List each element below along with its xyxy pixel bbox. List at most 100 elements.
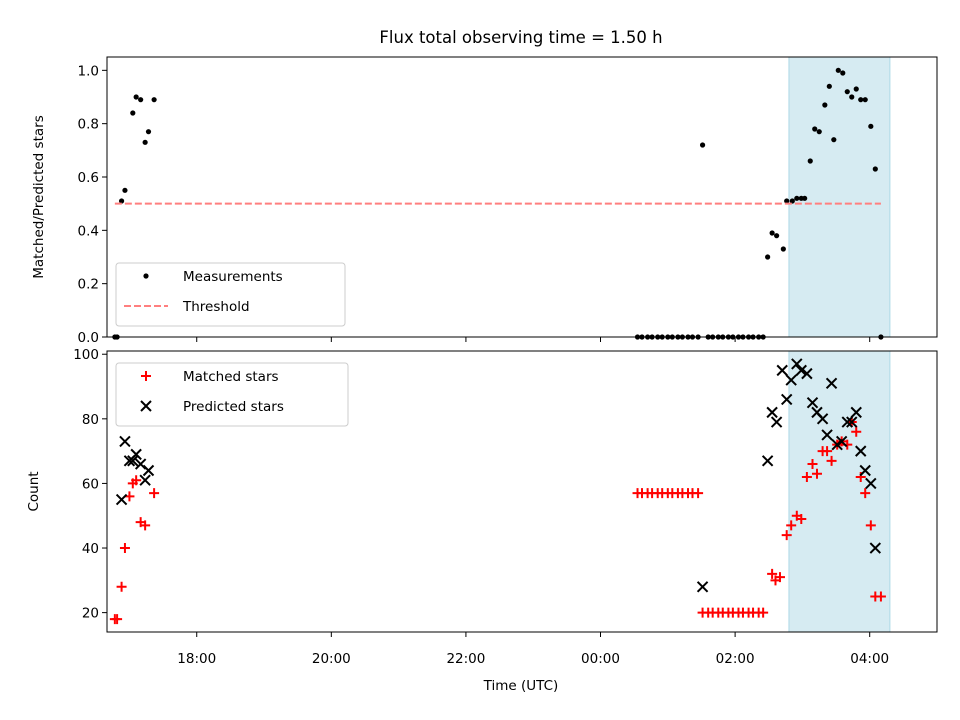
matched-stars-point [860,488,871,499]
measurement-point [133,94,139,100]
matched-stars-point [758,607,769,618]
predicted-stars-point [806,396,819,409]
measurement-point [765,254,771,260]
measurement-point [130,110,136,116]
x-tick-label: 02:00 [716,651,755,667]
matched-stars-point [865,520,876,531]
legend-measurements-marker [143,273,149,279]
predicted-stars-point [801,367,813,380]
top-y-tick-label: 0.2 [78,277,99,293]
predicted-stars-point [795,364,807,377]
measurement-point [122,187,128,193]
matched-stars-point [112,614,123,625]
predicted-stars-point [869,542,882,554]
predicted-stars-point [127,455,139,467]
matched-stars-point [131,475,142,486]
measurement-point [835,67,841,73]
predicted-stars-point [142,464,155,477]
top-y-tick-label: 0.4 [78,223,99,239]
predicted-stars-point [761,455,774,467]
measurement-point [774,233,780,239]
top-y-tick-label: 0.8 [78,117,99,133]
matched-stars-point [811,468,822,479]
predicted-stars-point [780,393,793,406]
top-y-tick-label: 1.0 [78,63,99,79]
top-y-tick-label: 0.0 [78,330,99,346]
legend-predicted-marker [140,400,152,412]
bottom-y-tick-label: 40 [82,541,99,557]
matched-stars-point [801,471,812,482]
measurement-point [844,89,850,95]
x-tick-label: 00:00 [581,651,620,667]
x-axis: 18:00 20:00 22:00 00:00 02:00 04:00 [177,651,889,667]
measurement-point [807,158,813,164]
measurement-point [118,198,125,204]
measurement-point [849,94,855,100]
matched-stars-point [851,426,862,437]
matched-stars-point [796,513,807,524]
matched-stars-point [822,446,833,457]
measurement-point [142,139,148,145]
measurement-point [816,129,822,135]
measurement-point [802,195,808,201]
measurement-point [138,97,144,103]
predicted-stars-point [776,364,788,377]
measurement-point [862,97,868,103]
legend-label: Threshold [182,299,250,315]
matched-stars-point [826,455,837,466]
measurement-point [853,86,859,92]
predicted-stars-point [115,493,128,506]
predicted-stars-point [865,477,877,490]
bottom-y-tick-label: 100 [73,347,99,363]
x-tick-label: 22:00 [446,651,485,667]
measurement-point [145,129,152,135]
predicted-stars-point [825,377,838,390]
top-panel: 0.0 0.2 0.4 0.6 0.8 1.0 Matched/Predicted star… [31,56,938,346]
measurement-point [812,126,818,132]
matched-stars-point [875,591,886,602]
measurement-point [868,123,874,129]
measurement-point [699,142,706,148]
predicted-stars-point [859,464,871,477]
top-axes-frame [106,56,938,338]
measurement-point [151,97,157,103]
measurement-point [826,83,832,89]
predicted-stars-point [785,374,797,386]
chart-title: Flux total observing time = 1.50 h [379,28,662,47]
bottom-legend [115,362,349,427]
top-y-axis-label: Matched/Predicted stars [31,115,47,278]
measurement-point [769,230,775,236]
matched-stars-point [807,459,818,470]
bottom-y-tick-label: 80 [82,412,99,428]
bottom-y-axis-label: Count [26,471,42,511]
predicted-stars-point [139,474,151,486]
predicted-stars-point [850,406,862,419]
predicted-stars-point [835,435,848,448]
measurement-point [822,102,828,108]
predicted-stars-point [846,416,858,428]
matched-stars-point [767,568,778,579]
matched-stars-point [774,572,785,583]
predicted-stars-point [119,435,131,448]
x-tick-label: 04:00 [850,651,889,667]
matched-stars-point [119,543,130,554]
x-axis-label: Time (UTC) [483,678,559,694]
x-tick-label: 18:00 [177,651,216,667]
matched-stars-point [781,530,792,541]
x-tick-label: 20:00 [312,651,351,667]
predicted-stars-point [816,413,829,425]
measurement-point [831,137,837,143]
matched-stars-point [116,581,127,592]
predicted-stars-point [696,581,709,593]
predicted-stars-point [841,416,853,428]
measurement-point [784,198,790,204]
matched-stars-point [149,488,160,499]
predicted-stars-point [821,429,833,441]
bottom-y-tick-label: 60 [82,476,99,492]
matched-stars-point [786,520,797,531]
bottom-axes-frame [106,350,938,633]
legend-label: Predicted stars [183,399,284,415]
predicted-stars-point [130,448,142,461]
top-legend [115,262,346,327]
measurement-point [840,70,846,76]
